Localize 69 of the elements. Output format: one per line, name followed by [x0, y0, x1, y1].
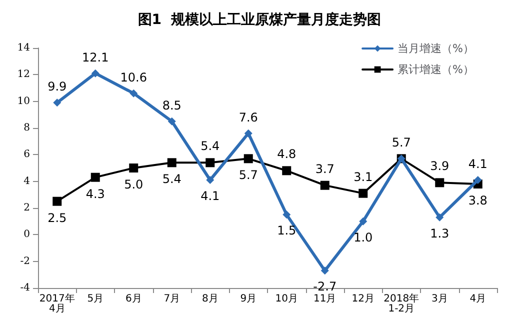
data-label: 3.8: [468, 194, 488, 208]
data-label: 5.7: [238, 168, 258, 182]
y-tick-label: 8: [24, 122, 30, 134]
legend-label: 当月增速（%）: [398, 42, 474, 55]
data-label: 1.0: [354, 230, 373, 244]
data-label: 9.9: [48, 80, 67, 94]
x-tick-label: 5月: [87, 294, 104, 304]
x-tick-label: 2018年1-2月: [384, 292, 420, 314]
y-tick-label: 2: [24, 202, 30, 214]
point: [320, 266, 329, 275]
x-tick-label: 7月: [164, 294, 180, 304]
y-tick-label: 10: [17, 96, 30, 107]
legend-label: 累计增速（%）: [398, 63, 474, 76]
x-tick-label: 6月: [125, 294, 142, 304]
y-tick-label: 6: [24, 149, 30, 160]
y-tick-label: 4: [24, 176, 30, 187]
point: [168, 117, 176, 126]
data-label: 7.6: [238, 110, 258, 124]
point: [90, 172, 100, 182]
chart-title: 图1 规模以上工业原煤产量月度走势图: [138, 11, 382, 28]
data-label: 1.5: [277, 224, 296, 238]
point: [359, 217, 368, 226]
data-label: 4.8: [277, 147, 296, 162]
y-tick-label: 14: [17, 42, 30, 54]
data-label: 3.1: [354, 170, 373, 184]
point: [435, 178, 444, 188]
data-label: 4.1: [200, 189, 220, 203]
x-tick-label: 3月: [431, 294, 448, 304]
y-tick-label: -2: [20, 256, 30, 267]
point: [244, 154, 253, 164]
data-label: 5.0: [124, 178, 144, 192]
data-label: 3.7: [315, 162, 334, 176]
data-label: 1.3: [430, 226, 450, 240]
data-label: 4.1: [468, 157, 488, 171]
point: [129, 164, 138, 172]
point: [52, 196, 62, 206]
x-tick-label: 8月: [202, 294, 218, 304]
point: [167, 158, 176, 168]
point: [282, 210, 291, 219]
point: [244, 129, 252, 138]
y-tick-label: 12: [17, 69, 30, 80]
data-label: 5.4: [200, 139, 220, 154]
data-label: 10.6: [120, 70, 147, 84]
x-tick-label: 11月: [314, 294, 336, 304]
point: [206, 176, 214, 184]
data-label: 12.1: [82, 50, 109, 64]
point: [130, 89, 138, 98]
point: [91, 69, 100, 78]
data-label: 5.4: [162, 172, 182, 186]
data-label: 3.9: [430, 159, 450, 174]
data-label: 2.5: [48, 210, 67, 225]
point: [206, 158, 215, 168]
x-tick-label: 4月: [470, 294, 486, 304]
point: [436, 213, 444, 222]
data-label: 4.3: [86, 186, 105, 201]
point: [282, 166, 292, 176]
point: [358, 188, 368, 198]
point: [320, 180, 330, 190]
x-tick-label: 9月: [240, 294, 257, 304]
data-label: -2.7: [313, 280, 337, 294]
x-tick-label: 10月: [275, 294, 298, 304]
y-tick-label: 0: [24, 229, 30, 240]
point: [474, 176, 482, 184]
data-label: 5.7: [392, 136, 411, 150]
y-tick-label: -4: [20, 282, 30, 294]
x-tick-label: 12月: [352, 294, 374, 304]
x-tick-label: 2017年4月: [39, 292, 75, 314]
data-label: 8.5: [162, 98, 182, 112]
point: [53, 98, 62, 107]
